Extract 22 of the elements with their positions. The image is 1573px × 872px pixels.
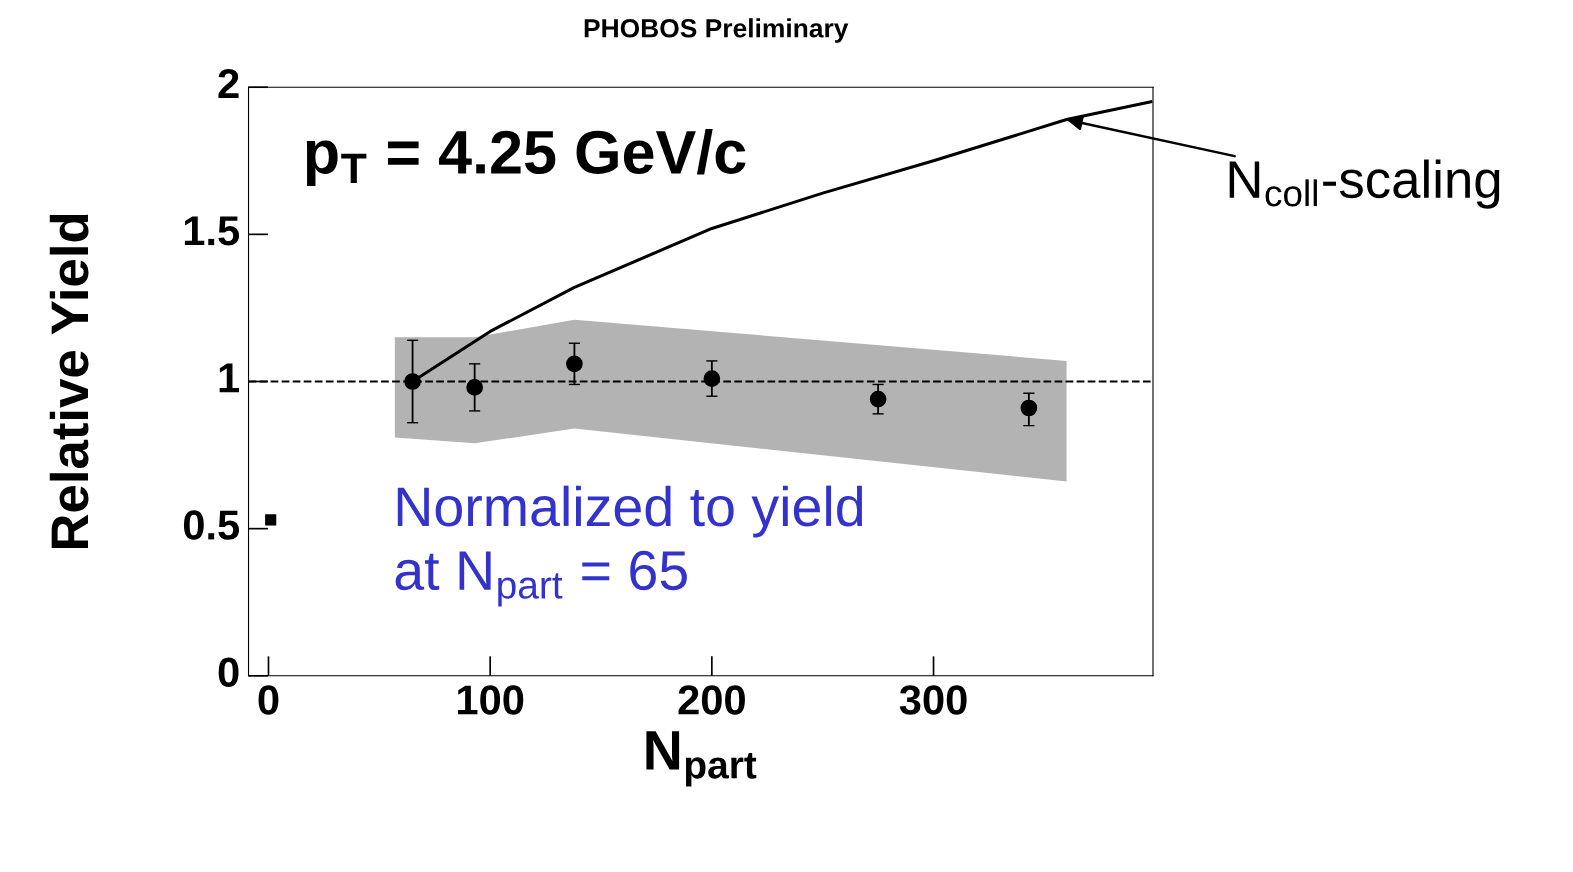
x-tick-label: 100 [458, 685, 524, 715]
point [1020, 399, 1038, 417]
annotation: p$_{T}$ = 4.25 GeV/c [306, 129, 746, 187]
y-tick-label: 1.5 [184, 216, 240, 246]
point [703, 370, 721, 387]
point [404, 373, 421, 390]
x-tick-label: 200 [678, 685, 745, 715]
point [466, 379, 483, 396]
annotation: N$_{coll}$-scaling [1229, 159, 1500, 209]
point [265, 514, 277, 526]
y-tick-label: 0.5 [183, 510, 240, 540]
y-axis-title: Relative Yield [49, 214, 89, 549]
x-tick-label: 0 [258, 685, 279, 715]
x-tick-label: 300 [899, 685, 967, 715]
x-axis-title: N$_{part}$ [646, 731, 757, 787]
point [566, 355, 583, 373]
chart-title: PHOBOS Preliminary [584, 18, 849, 43]
y-tick-label: 1 [219, 363, 240, 393]
annotation: Normalized to yield at N$_{part}$ = 65 [395, 485, 863, 607]
y-tick-label: 0 [218, 657, 239, 687]
y-tick-label: 2 [218, 68, 239, 98]
point [869, 390, 887, 408]
